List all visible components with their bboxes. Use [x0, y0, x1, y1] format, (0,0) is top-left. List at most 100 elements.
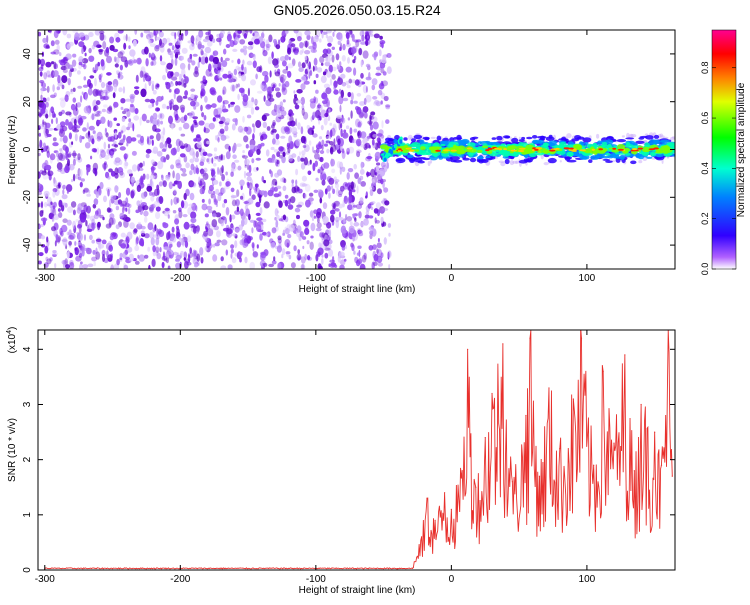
- noise-blob: [40, 108, 46, 114]
- snr-point: [529, 337, 531, 339]
- noise-blob: [291, 126, 298, 134]
- noise-blob: [93, 261, 96, 267]
- noise-blob: [273, 149, 279, 153]
- noise-blob: [225, 118, 231, 123]
- noise-blob: [337, 193, 343, 198]
- noise-blob: [53, 179, 58, 188]
- noise-blob: [321, 144, 324, 151]
- signal-peak-blob: [519, 147, 526, 150]
- noise-blob: [70, 201, 77, 208]
- noise-blob: [74, 241, 77, 246]
- noise-blob: [365, 210, 370, 216]
- noise-blob: [278, 200, 283, 208]
- noise-blob: [164, 207, 170, 212]
- noise-blob: [195, 164, 198, 173]
- noise-blob: [262, 121, 267, 128]
- noise-blob: [263, 262, 268, 267]
- noise-blob: [230, 244, 235, 249]
- noise-blob: [345, 125, 350, 129]
- noise-blob: [154, 107, 160, 112]
- noise-blob: [282, 214, 287, 221]
- colorbar-tick-label: 0.6: [700, 112, 710, 125]
- noise-blob: [268, 34, 273, 43]
- noise-blob: [359, 263, 366, 269]
- y-tick-label: -40: [22, 237, 33, 252]
- noise-blob: [175, 138, 181, 147]
- noise-blob: [156, 235, 160, 240]
- noise-blob: [196, 253, 201, 262]
- noise-blob: [294, 104, 300, 110]
- noise-blob: [202, 52, 208, 58]
- noise-blob: [180, 200, 185, 209]
- noise-blob: [214, 242, 220, 247]
- signal-peak-blob: [591, 148, 595, 151]
- noise-blob: [379, 35, 383, 40]
- noise-blob: [81, 91, 84, 95]
- noise-blob: [100, 81, 106, 89]
- noise-blob: [190, 163, 195, 171]
- noise-blob: [305, 199, 311, 208]
- noise-blob: [321, 173, 327, 181]
- noise-blob: [66, 251, 70, 259]
- noise-blob: [212, 117, 216, 122]
- noise-blob: [295, 179, 298, 186]
- noise-blob: [249, 219, 255, 223]
- noise-blob: [38, 252, 44, 257]
- noise-blob: [149, 98, 156, 104]
- noise-blob: [58, 199, 63, 208]
- noise-blob: [270, 146, 275, 151]
- noise-blob: [165, 154, 170, 161]
- noise-blob: [289, 115, 294, 123]
- noise-blob: [121, 117, 126, 122]
- noise-blob: [65, 66, 69, 72]
- noise-blob: [357, 245, 362, 249]
- noise-blob: [194, 157, 199, 163]
- signal-band-blob: [605, 152, 611, 156]
- noise-blob: [93, 69, 97, 74]
- halo-blob: [596, 133, 600, 139]
- noise-blob: [326, 71, 332, 78]
- noise-blob: [242, 59, 245, 66]
- noise-blob: [275, 133, 280, 140]
- noise-blob: [99, 181, 104, 190]
- signal-band-blob: [646, 156, 653, 159]
- noise-blob: [360, 41, 366, 45]
- noise-blob: [54, 240, 57, 247]
- noise-blob: [57, 208, 61, 212]
- signal-band-blob: [558, 138, 568, 141]
- noise-blob: [114, 131, 118, 139]
- noise-blob: [174, 218, 180, 225]
- noise-blob: [379, 206, 386, 214]
- noise-blob: [221, 239, 228, 246]
- noise-blob: [88, 31, 94, 38]
- noise-blob: [65, 119, 69, 126]
- noise-blob: [69, 262, 75, 269]
- noise-blob: [59, 97, 66, 101]
- noise-blob: [286, 126, 292, 134]
- noise-blob: [325, 87, 332, 95]
- noise-blob: [387, 251, 390, 260]
- x-tick-label: -300: [35, 574, 55, 585]
- noise-blob: [106, 72, 112, 76]
- noise-blob: [156, 132, 161, 142]
- snr-point: [475, 486, 477, 488]
- noise-blob: [88, 223, 92, 229]
- y-tick-label: 4: [22, 346, 33, 352]
- noise-blob: [222, 89, 225, 95]
- noise-blob: [113, 117, 117, 121]
- noise-blob: [313, 150, 317, 154]
- noise-blob: [302, 245, 305, 250]
- noise-blob: [102, 254, 105, 262]
- noise-blob: [56, 44, 60, 51]
- noise-blob: [155, 30, 158, 34]
- noise-blob: [119, 203, 125, 207]
- colorbar-gradient: [711, 29, 737, 270]
- noise-blob: [212, 243, 216, 248]
- snr-point: [426, 497, 428, 499]
- noise-blob: [324, 61, 331, 67]
- noise-blob: [381, 207, 389, 212]
- noise-blob: [315, 30, 321, 38]
- noise-blob: [68, 41, 74, 47]
- noise-blob: [129, 93, 136, 99]
